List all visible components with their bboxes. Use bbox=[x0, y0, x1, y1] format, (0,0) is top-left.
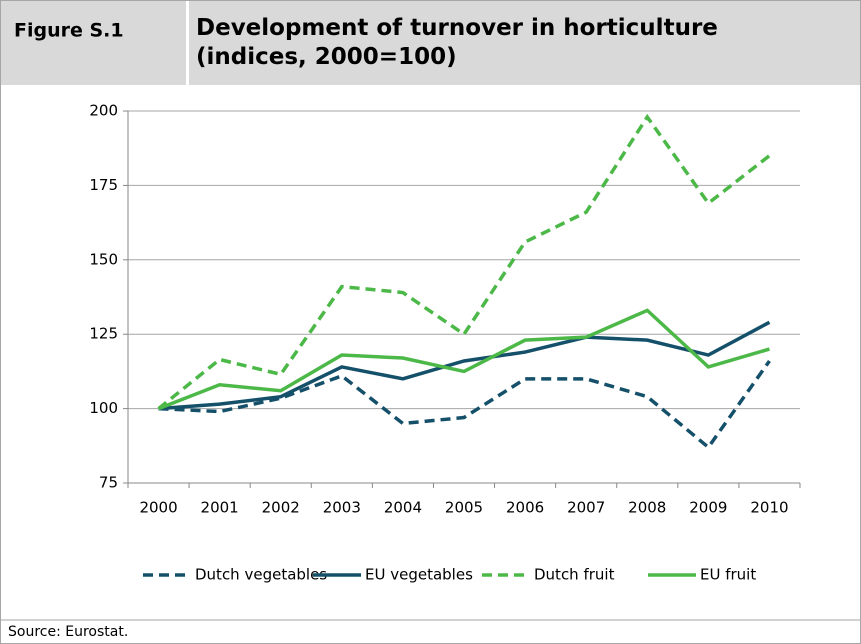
x-tick-label: 2009 bbox=[689, 499, 727, 517]
x-tick-label: 2002 bbox=[262, 499, 300, 517]
series-line bbox=[158, 320, 771, 411]
series-line bbox=[157, 308, 770, 411]
x-tick-label: 2005 bbox=[445, 499, 483, 517]
y-tick-label: 125 bbox=[89, 325, 118, 343]
series-line bbox=[158, 359, 771, 450]
figure-label: Figure S.1 bbox=[14, 20, 124, 42]
x-tick-label: 2010 bbox=[750, 499, 788, 517]
y-tick-label: 200 bbox=[89, 102, 118, 120]
y-tick-label: 150 bbox=[89, 250, 118, 268]
x-tick-label: 2004 bbox=[384, 499, 422, 517]
title-box bbox=[189, 1, 860, 85]
x-tick-label: 2003 bbox=[323, 499, 361, 517]
y-tick-label: 175 bbox=[89, 176, 118, 194]
x-tick-label: 2007 bbox=[567, 499, 605, 517]
legend-label: EU vegetables bbox=[365, 566, 473, 584]
y-tick-label: 100 bbox=[89, 399, 118, 417]
x-tick-label: 2006 bbox=[506, 499, 544, 517]
x-tick-label: 2001 bbox=[201, 499, 239, 517]
series-line bbox=[157, 113, 771, 410]
y-tick-label: 75 bbox=[99, 474, 118, 492]
title-wrap: Development of turnover in horticulture … bbox=[196, 15, 718, 70]
legend-label: EU fruit bbox=[700, 566, 756, 584]
chart-title: Development of turnover in horticulture … bbox=[196, 15, 718, 70]
legend-label: Dutch fruit bbox=[534, 566, 615, 584]
x-tick-label: 2008 bbox=[628, 499, 666, 517]
legend-label: Dutch vegetables bbox=[195, 566, 327, 584]
source: Source: Eurostat. bbox=[8, 624, 128, 640]
x-tick-label: 2000 bbox=[139, 499, 177, 517]
label-box bbox=[1, 1, 186, 85]
